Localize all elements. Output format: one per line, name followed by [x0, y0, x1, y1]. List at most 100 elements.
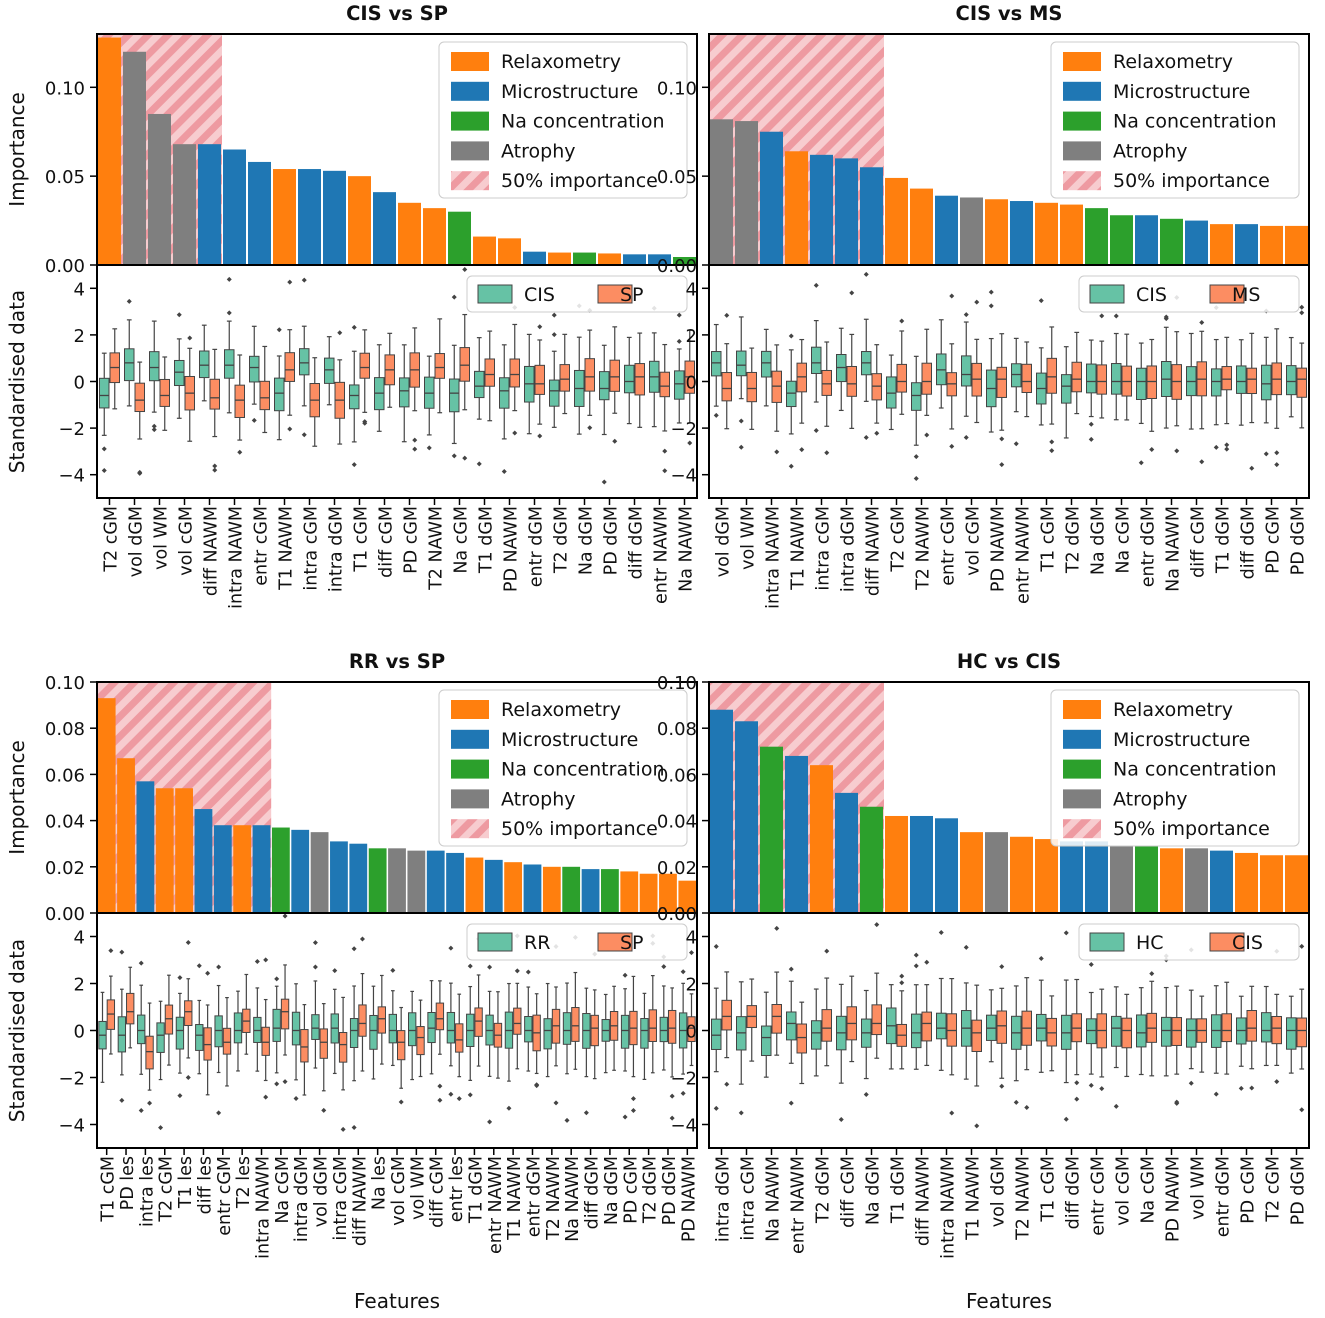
- x-tick-label: T2 dGM: [814, 1156, 834, 1224]
- box-outlier: [525, 969, 531, 975]
- box-outlier: [1074, 1096, 1080, 1102]
- bar: [573, 252, 596, 265]
- x-tick-label: PD NAWM: [502, 506, 522, 592]
- box-outlier: [1088, 436, 1094, 442]
- bar: [785, 755, 808, 913]
- bar: [233, 825, 252, 913]
- box-outlier: [263, 957, 269, 963]
- box-outlier: [216, 1110, 222, 1116]
- x-tick-label: diff NAWM: [864, 506, 884, 596]
- y-tick-label: 2: [686, 975, 697, 996]
- bar: [407, 850, 426, 913]
- x-tick-label: T2 NAWM: [544, 1156, 564, 1241]
- box-outlier: [1274, 1079, 1280, 1085]
- box-outlier: [689, 950, 694, 956]
- x-tick-label: T1 NAWM: [789, 506, 809, 591]
- bar: [885, 177, 908, 265]
- box-outlier: [738, 418, 744, 424]
- bar: [388, 848, 406, 913]
- y-tick-label: −2: [58, 1069, 85, 1090]
- x-tick-label: T1 NAWM: [505, 1156, 525, 1241]
- x-tick-label: entr cGM: [939, 506, 959, 586]
- y-tick-label: 0.00: [657, 904, 697, 925]
- box-outlier: [1088, 1082, 1094, 1088]
- x-tick-label: vol cGM: [1114, 1156, 1134, 1226]
- box-a: [640, 1018, 649, 1049]
- box-outlier: [512, 430, 518, 436]
- box-outlier: [774, 925, 780, 931]
- box-outlier: [351, 324, 357, 330]
- box-b: [1021, 363, 1032, 394]
- chart-title: CIS vs MS: [956, 2, 1063, 25]
- bar: [581, 869, 600, 913]
- y-tick-label: 2: [74, 326, 85, 347]
- bar: [1085, 841, 1108, 913]
- box-b: [721, 999, 732, 1031]
- x-tick-label: intra NAWM: [227, 506, 247, 609]
- y-tick-label: 4: [74, 279, 85, 300]
- box-b: [667, 1009, 677, 1044]
- box-a: [408, 1012, 417, 1047]
- y-tick-label: −4: [670, 466, 697, 487]
- bar: [1110, 215, 1133, 265]
- box-outlier: [1274, 462, 1280, 468]
- box-outlier: [988, 289, 994, 295]
- box-outlier: [913, 963, 919, 969]
- box-a: [1236, 365, 1247, 394]
- box-outlier: [138, 1107, 144, 1113]
- legend-label: Microstructure: [1113, 729, 1250, 751]
- box-a: [474, 370, 485, 399]
- box-outlier: [738, 1110, 744, 1116]
- bar: [1160, 848, 1183, 913]
- bar: [562, 866, 581, 913]
- box-outlier: [1049, 448, 1055, 454]
- box-outlier: [913, 952, 919, 958]
- x-tick-label: entr NAWM: [789, 1156, 809, 1254]
- box-legend-swatch: [1209, 284, 1245, 304]
- box-outlier: [119, 949, 125, 955]
- bar: [349, 843, 368, 913]
- box-a: [811, 346, 822, 374]
- box-b: [821, 369, 832, 396]
- box-outlier: [622, 1114, 628, 1120]
- box-b: [648, 1009, 657, 1042]
- chart-panel: Relaxometry Microstructure Na concentratio…: [5, 2, 698, 609]
- bar: [446, 852, 464, 913]
- box-a: [324, 357, 335, 384]
- box-outlier: [899, 318, 905, 324]
- box-a: [1111, 1015, 1122, 1047]
- bar: [123, 51, 146, 266]
- box-outlier: [301, 277, 307, 283]
- y-tick-label: 0.10: [45, 78, 85, 99]
- box-outlier: [487, 1119, 493, 1125]
- legend-swatch: [451, 111, 489, 131]
- box-outlier: [1199, 459, 1205, 465]
- legend-label: Na concentration: [1113, 111, 1277, 133]
- box-b: [846, 365, 857, 397]
- x-tick-label: T2 NAWM: [1014, 1156, 1034, 1241]
- y-tick-label: 4: [74, 928, 85, 949]
- legend-box: [1050, 41, 1300, 199]
- box-a: [233, 1012, 243, 1044]
- legend-label: Microstructure: [1113, 81, 1250, 103]
- box-legend-swatch: [1089, 932, 1125, 952]
- box-outlier: [1113, 1103, 1119, 1109]
- box-b: [871, 1004, 882, 1036]
- box-outlier: [412, 446, 418, 452]
- box-a: [599, 371, 610, 401]
- bar: [198, 144, 221, 265]
- x-tick-label: diff cGM: [428, 1156, 448, 1228]
- box-outlier: [974, 1123, 980, 1129]
- box-b: [687, 1016, 696, 1043]
- box-b: [222, 1027, 232, 1055]
- box-outlier: [537, 433, 543, 439]
- y-tick-label: 0: [74, 373, 85, 394]
- box-outlier: [824, 450, 830, 456]
- legend-label: Microstructure: [501, 729, 638, 751]
- box-outlier: [487, 964, 493, 970]
- box-b: [358, 1004, 367, 1037]
- bar: [1285, 225, 1308, 265]
- box-a: [886, 376, 897, 409]
- box-outlier: [1188, 1080, 1194, 1086]
- box-outlier: [293, 1095, 299, 1101]
